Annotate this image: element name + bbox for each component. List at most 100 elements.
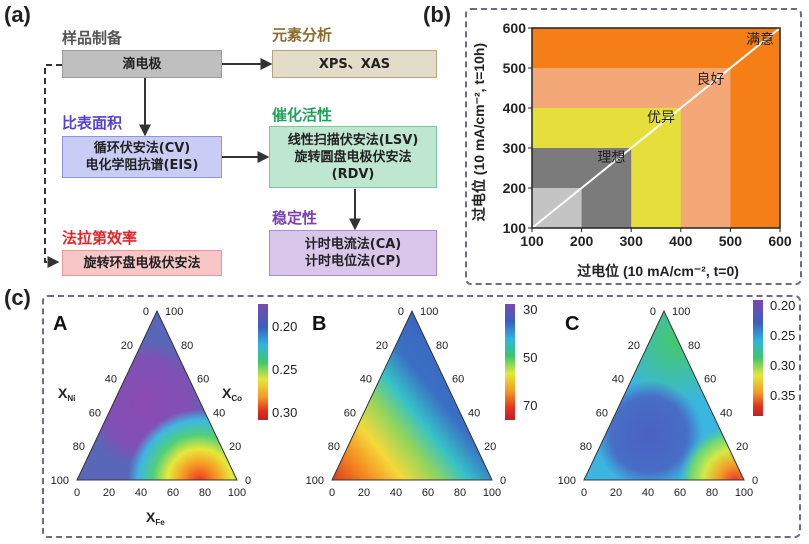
colorbar-tick-3: 0.35	[770, 388, 795, 403]
colorbar-tick-2: 0.30	[770, 358, 795, 373]
ternary-left-tick-5: 100	[558, 475, 576, 487]
ternary-right-tick-5: 0	[500, 475, 506, 487]
chart-b-plot-frame	[531, 27, 781, 229]
ternary-bottom-tick-4: 80	[706, 487, 718, 499]
panel-a-arrows	[44, 58, 361, 268]
ternary-right-tick-4: 20	[484, 441, 496, 453]
ternary-bottom-tick-5: 100	[735, 487, 753, 499]
ternary-right-tick-2: 60	[452, 374, 464, 386]
colorbar-tick-1: 0.25	[272, 362, 297, 377]
chart-b-xtick-1: 200	[570, 233, 594, 249]
colorbar-tick-1: 0.25	[770, 328, 795, 343]
box-faradaic: 旋转环盘电极伏安法	[62, 250, 222, 276]
chart-b-xtick-2: 300	[620, 233, 644, 249]
ternary-a-xfe: XFe	[146, 509, 165, 527]
box-stability-line1: 计时电流法(CA)	[304, 237, 402, 252]
ternary-a-xni: XNi	[58, 385, 75, 403]
ternary-right-tick-4: 20	[736, 441, 748, 453]
ternary-bottom-tick-2: 40	[642, 487, 654, 499]
ternary-left-tick-1: 20	[376, 340, 388, 352]
ternary-left-tick-3: 60	[89, 407, 101, 419]
chart-b-region-label-1: 满意	[746, 31, 774, 48]
ternary-left-tick-3: 60	[596, 407, 608, 419]
ternary-bottom-tick-5: 100	[483, 487, 501, 499]
chart-b-region-label-3: 优异	[647, 110, 675, 126]
colorbar-tick-0: 30	[523, 302, 537, 317]
box-sample-prep-text: 滴电极	[122, 56, 162, 72]
ternary-left-tick-2: 40	[105, 374, 117, 386]
box-elemental-text: XPS、XAS	[318, 56, 391, 72]
ternary-left-tick-0: 0	[143, 306, 149, 318]
ternary-bottom-tick-3: 60	[674, 487, 686, 499]
ternary-right-tick-1: 80	[436, 340, 448, 352]
ternary-right-tick-0: 100	[420, 306, 438, 318]
ternary-left-tick-4: 80	[73, 441, 85, 453]
chart-b-xtick-4: 500	[719, 233, 743, 249]
heading-surface-area: 比表面积	[62, 114, 123, 132]
ternary-bottom-tick-2: 40	[390, 487, 402, 499]
chart-b-ticks: 100 200 300 400 500 600 100 200 300 400 500 600	[503, 20, 792, 249]
colorbar-tick-0: 0.20	[272, 319, 297, 334]
ternary-bottom-tick-0: 0	[74, 487, 80, 499]
heading-sample-prep: 样品制备	[62, 29, 123, 47]
ternary-c-letter: C	[565, 313, 579, 335]
ternary-left-tick-1: 20	[121, 340, 133, 352]
panel-b-label: (b)	[423, 2, 452, 27]
chart-b-region-label-4: 理想	[597, 150, 625, 166]
ternary-a-colorbar-ticks: 0.20 0.25 0.30	[272, 319, 297, 420]
heading-stability: 稳定性	[272, 209, 318, 227]
chart-b-xtick-5: 600	[768, 233, 792, 249]
heading-elemental: 元素分析	[272, 26, 333, 44]
ternary-right-tick-2: 60	[704, 374, 716, 386]
ternary-bottom-tick-4: 80	[199, 487, 211, 499]
box-elemental: XPS、XAS	[272, 50, 437, 78]
ternary-left-tick-1: 20	[628, 340, 640, 352]
box-stability-line2: 计时电位法(CP)	[305, 254, 401, 269]
arrow-prep-to-far-dashed	[44, 64, 62, 268]
ternary-bottom-tick-2: 40	[135, 487, 147, 499]
ternary-left-tick-3: 60	[344, 407, 356, 419]
ternary-bottom-tick-1: 20	[610, 487, 622, 499]
box-sample-prep: 滴电极	[62, 50, 222, 78]
ternary-bottom-tick-5: 100	[228, 487, 246, 499]
panel-c-label: (c)	[4, 285, 31, 310]
heading-faradaic: 法拉第效率	[62, 229, 138, 247]
ternary-right-tick-3: 40	[468, 407, 480, 419]
ternary-c-hotspot	[584, 311, 744, 480]
ternary-right-tick-0: 100	[165, 306, 183, 318]
ternary-right-tick-5: 0	[752, 475, 758, 487]
chart-b-ytick-3: 400	[503, 100, 527, 116]
chart-b-xtick-3: 400	[669, 233, 693, 249]
ternary-right-tick-1: 80	[688, 340, 700, 352]
chart-b-xtick-0: 100	[520, 233, 544, 249]
ternary-left-tick-4: 80	[580, 441, 592, 453]
chart-b-ytick-1: 200	[503, 180, 527, 196]
box-catalytic: 线性扫描伏安法(LSV) 旋转圆盘电极伏安法 (RDV)	[269, 126, 437, 188]
panel-b-frame	[465, 8, 802, 285]
box-catalytic-line2: 旋转圆盘电极伏安法	[294, 149, 412, 165]
ternary-b-letter: B	[312, 313, 326, 335]
colorbar-tick-1: 50	[523, 350, 537, 365]
ternary-b-outline	[331, 309, 493, 481]
ternary-a-colorbar	[258, 304, 268, 420]
box-stability: 计时电流法(CA) 计时电位法(CP)	[269, 230, 437, 276]
ternary-bottom-tick-4: 80	[454, 487, 466, 499]
ternary-a-outline	[76, 309, 238, 481]
chart-b-ylabel: 过电位 (10 mA/cm⁻², t=10h)	[471, 43, 487, 221]
ternary-bottom-tick-3: 60	[422, 487, 434, 499]
ternary-a-letter: A	[53, 313, 67, 335]
box-surface-area-line1: 循环伏安法(CV)	[93, 141, 191, 156]
ternary-bottom-tick-0: 0	[329, 487, 335, 499]
chart-b-ytick-0: 100	[503, 220, 527, 236]
ternary-right-tick-5: 0	[245, 475, 251, 487]
box-surface-area: 循环伏安法(CV) 电化学阻抗谱(EIS)	[62, 136, 222, 178]
box-catalytic-line3: (RDV)	[331, 166, 375, 182]
colorbar-tick-2: 70	[523, 398, 537, 413]
ternary-right-tick-1: 80	[181, 340, 193, 352]
ternary-c-colorbar-ticks: 0.20 0.25 0.30 0.35	[770, 298, 795, 403]
